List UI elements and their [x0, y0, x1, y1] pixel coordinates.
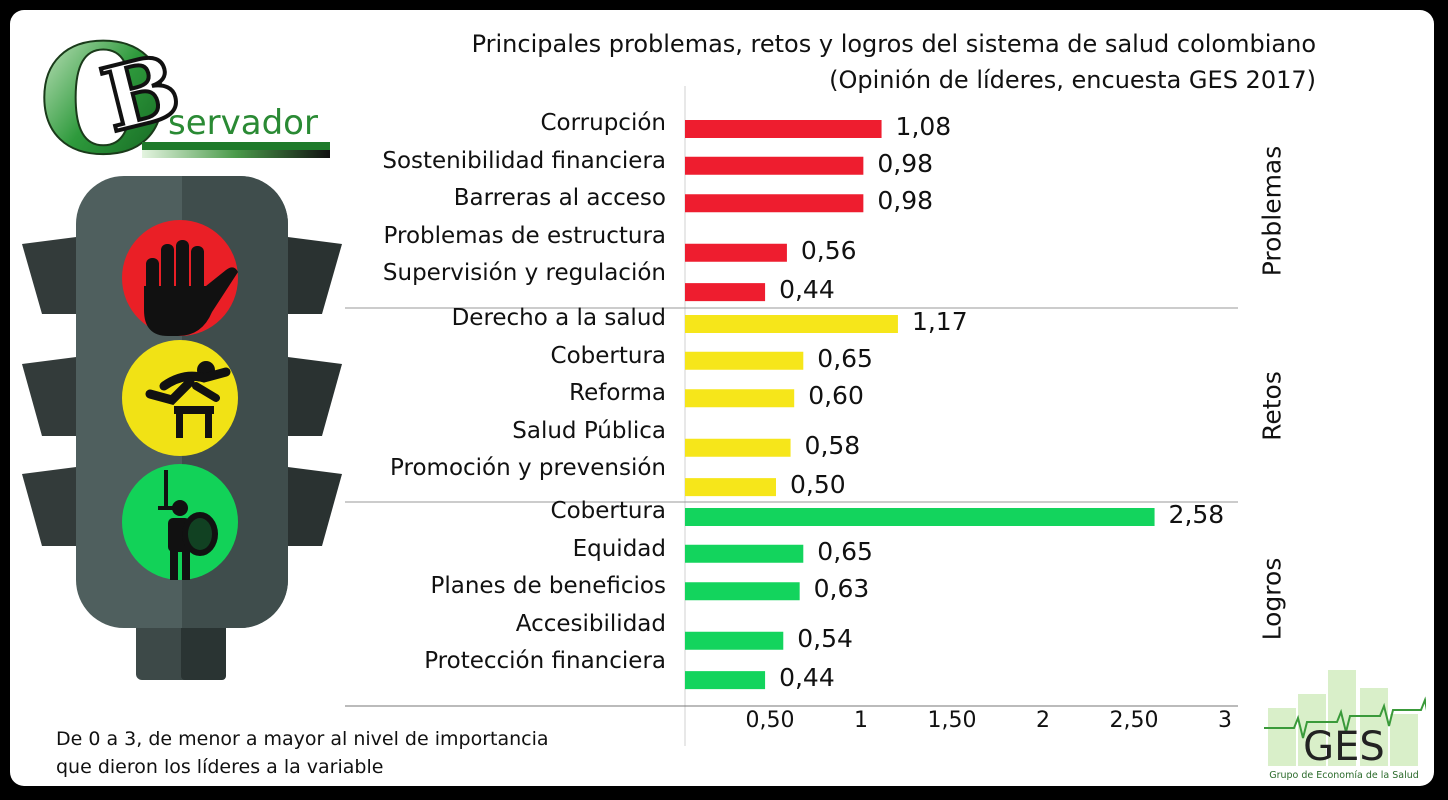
value-label: 0,54	[797, 623, 853, 653]
chart-frame: O B servador	[10, 10, 1434, 786]
category-label: Reforma	[569, 380, 666, 406]
category-label: Cobertura	[550, 342, 666, 369]
stop-hand-icon	[144, 240, 238, 336]
chart-subtitle: (Opinión de líderes, encuesta GES 2017)	[829, 66, 1316, 94]
bar-problemas	[685, 120, 882, 138]
category-label: Sostenibilidad financiera	[382, 147, 666, 174]
group-label-problemas: Problemas	[1257, 145, 1287, 277]
x-tick-label: 1,50	[927, 708, 977, 733]
bar-logros	[685, 582, 800, 601]
value-label: 0,50	[790, 470, 846, 500]
traffic-light-icon	[22, 176, 342, 680]
x-tick-label: 0,50	[745, 708, 795, 733]
value-label: 1,17	[911, 307, 968, 336]
group-label-retos: Retos	[1257, 371, 1287, 441]
scale-note-line-2: que dieron los líderes a la variable	[56, 756, 384, 778]
logo-letter-o: O	[38, 24, 169, 164]
category-label: Promoción y prevensión	[390, 455, 666, 481]
category-label: Problemas de estructura	[383, 222, 666, 249]
value-label: 2,58	[1168, 500, 1225, 529]
value-label: 0,44	[779, 275, 835, 305]
bar-logros	[685, 508, 1155, 526]
bar-retos	[685, 478, 776, 497]
category-label: Accesibilidad	[515, 610, 666, 637]
category-label: Corrupción	[540, 110, 666, 136]
bar-logros	[685, 631, 784, 650]
scale-note-line-1: De 0 a 3, de menor a mayor al nivel de i…	[56, 728, 549, 750]
value-label: 0,63	[813, 574, 870, 604]
bar-problemas	[685, 194, 864, 213]
observador-logo: O B servador	[37, 24, 330, 164]
category-label: Derecho a la salud	[451, 305, 666, 331]
value-label: 0,98	[877, 186, 934, 216]
logo-text: servador	[168, 103, 318, 143]
value-label: 0,98	[877, 148, 934, 178]
value-label: 0,65	[817, 343, 873, 373]
hurdle-jumper-icon	[145, 361, 231, 438]
category-label: Supervisión y regulación	[382, 260, 666, 286]
warrior-shield-icon	[158, 470, 218, 580]
bar-logros	[685, 544, 804, 563]
bar-logros	[685, 671, 766, 690]
value-label: 0,60	[808, 381, 864, 411]
x-tick-label: 2	[1036, 708, 1050, 733]
ges-logo: GES Grupo de Economía de la Salud	[1264, 670, 1426, 781]
category-label: Barreras al acceso	[453, 185, 666, 211]
bar-problemas	[685, 283, 766, 302]
bar-retos	[685, 351, 804, 370]
x-tick-label: 3	[1218, 708, 1232, 733]
category-label: Salud Pública	[512, 417, 666, 444]
value-label: 0,58	[804, 430, 861, 460]
value-label: 0,65	[817, 536, 873, 566]
bar-problemas	[685, 156, 864, 175]
category-label: Cobertura	[550, 498, 666, 524]
ges-logo-text: GES	[1303, 724, 1385, 770]
value-label: 0,44	[779, 663, 835, 693]
category-label: Protección financiera	[424, 648, 666, 674]
chart-title: Principales problemas, retos y logros de…	[471, 30, 1316, 58]
x-tick-label: 1	[854, 708, 868, 733]
bar-retos	[685, 389, 795, 408]
group-label-logros: Logros	[1257, 557, 1287, 641]
category-label: Planes de beneficios	[430, 573, 667, 599]
category-label: Equidad	[572, 535, 666, 562]
value-label: 1,08	[895, 112, 952, 141]
bar-retos	[685, 438, 791, 457]
ges-logo-caption: Grupo de Economía de la Salud	[1269, 770, 1419, 781]
x-tick-label: 2,50	[1109, 708, 1159, 733]
bar-problemas	[685, 243, 787, 262]
bar-retos	[685, 315, 898, 333]
bar-plot	[345, 86, 1238, 746]
value-label: 0,56	[800, 235, 857, 265]
